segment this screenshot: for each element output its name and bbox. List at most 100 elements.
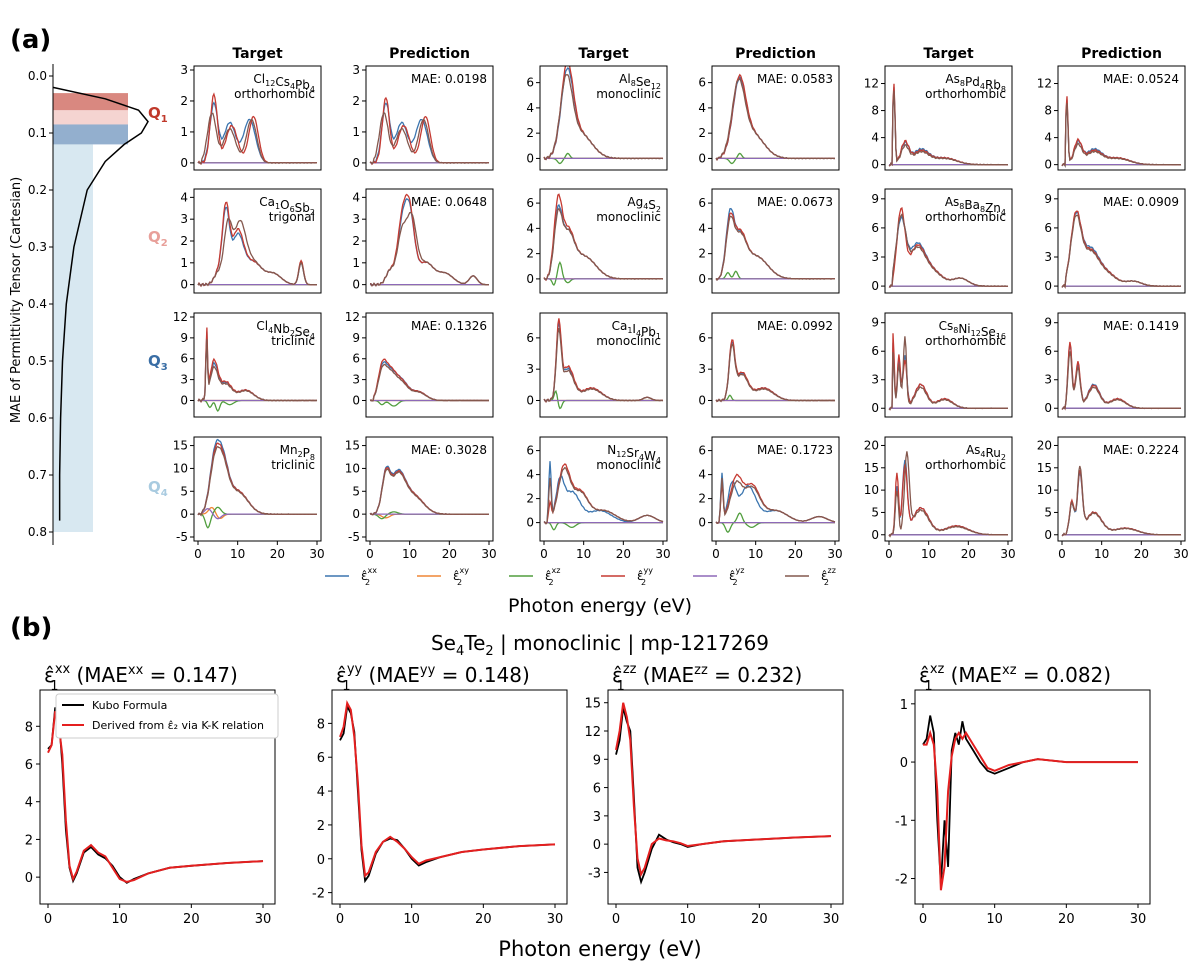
formula-label: Al8Se12 [619,72,661,91]
y-tick-label: 4 [526,221,534,235]
formula-label: As8Ba8Zn4 [945,195,1006,217]
y-tick-label: 4 [180,190,188,204]
panel-frame [365,65,494,171]
column-header: Target [923,46,974,62]
xlabel-b: Photon energy (eV) [498,937,701,961]
mae-label: MAE: 0.0583 [757,72,833,86]
y-tick-label: 15 [1037,461,1052,475]
formula-subscript: 2 [1001,453,1006,462]
quartile-label-1: Q1 [148,104,168,125]
legend-b-box [55,693,279,739]
y-tick-label: 2 [526,247,534,261]
panel-frame [711,188,840,294]
x-tick-label: 10 [111,912,128,927]
series-zz [197,217,317,287]
y-tick-label: 0 [698,151,706,165]
x-tick-label: 0 [540,547,548,561]
y-tick-label: -1 [895,814,908,829]
formula-label: Cs8Ni12Se16 [939,319,1006,341]
series-zz [369,111,489,165]
formula-subscript: 4 [268,326,273,335]
y-tick-label: 3 [180,63,188,77]
x-tick-label: 10 [402,547,417,561]
x-tick-label: 20 [751,912,768,927]
formula-label: N12Sr4W4 [607,443,661,465]
y-tick-label: 4 [871,131,879,145]
formula-subscript: 2 [290,329,295,338]
panel-frame [1057,436,1186,542]
xlabel-a: Photon energy (eV) [508,595,692,617]
series-zz [543,207,663,281]
mae-label: MAE: 0.1326 [411,319,487,333]
y-tick-label: 0 [871,528,879,542]
quartile-label-3: Q3 [148,352,168,373]
series-zz [197,339,318,403]
mae-label: MAE: 0.0992 [757,319,833,333]
y-tick-label: 10 [173,461,188,475]
y-tick-label: 15 [173,439,188,453]
y-tick-label: 6 [526,76,534,90]
y-tick-label: 6 [1044,221,1052,235]
mae-label: MAE: 0.0198 [411,72,487,86]
panel-frame [1057,65,1186,171]
series-zz [1061,351,1182,411]
series-yy [1061,470,1182,537]
y-tick-label: 3 [180,212,188,226]
y-tick-label: 20 [864,438,879,452]
y-tick-label: 4 [698,221,706,235]
series-zz [1061,214,1182,289]
panel-curves [543,66,664,165]
formula-subscript: 12 [616,450,626,459]
series-kk [923,729,1138,891]
column-header: Target [232,46,283,62]
y-tick-label: 10 [345,461,360,475]
y-tick-label: 6 [871,221,879,235]
formula-subscript: 4 [290,82,295,91]
crystal-system: monoclinic [596,87,661,101]
x-tick-label: 30 [547,912,564,927]
x-tick-label: 30 [827,547,842,561]
panel-a-label: (a) [10,25,51,55]
formula-label: As8Pd4Rb8 [945,72,1006,94]
formula-label: Ca1I4Pb1 [612,319,661,341]
y-tick-label: 9 [180,331,188,345]
y-tick-label: 5 [1044,505,1052,519]
panel-curves [369,465,489,520]
crystal-system: trigonal [269,210,315,224]
b-suptitle: Se4Te2 | monoclinic | mp-1217269 [431,631,769,659]
panel-curves [369,358,490,407]
y-tick-label: 0 [900,756,908,771]
crystal-system: orthorhombic [925,87,1006,101]
series-zz [197,445,317,517]
y-tick-label: 0 [871,401,879,415]
y-tick-label: 0 [698,393,706,407]
panel-curves [1061,96,1182,168]
panel-curves [715,207,835,282]
mae-label: MAE: 0.3028 [411,443,487,457]
series-zz [888,451,1008,538]
y-tick-label: 4 [698,468,706,482]
series-zz [543,74,664,161]
y-tick-label: 8 [25,720,33,735]
kk-panel-title: ε̂zz 1 (MAEzz = 0.232) [612,662,802,694]
series-zz [888,213,1009,288]
y-tick-label: 2 [352,94,360,108]
y-tick-label: 12 [584,725,601,740]
panel-frame [711,312,840,418]
series-zz [715,478,836,524]
title-mae: (MAE [951,663,1002,687]
y-tick-label: 0 [526,516,534,530]
panel-frame [884,436,1013,542]
column-header: Prediction [389,46,470,62]
series-xx [369,465,489,516]
y-tick-label: 15 [584,697,601,712]
panel-curves [888,451,1008,538]
y-tick-label: 3 [352,373,360,387]
kk-frame [331,689,568,905]
x-tick-label: 10 [230,547,245,561]
series-zz [715,77,835,161]
y-tick-label: 4 [526,468,534,482]
panel-curves [197,201,317,288]
